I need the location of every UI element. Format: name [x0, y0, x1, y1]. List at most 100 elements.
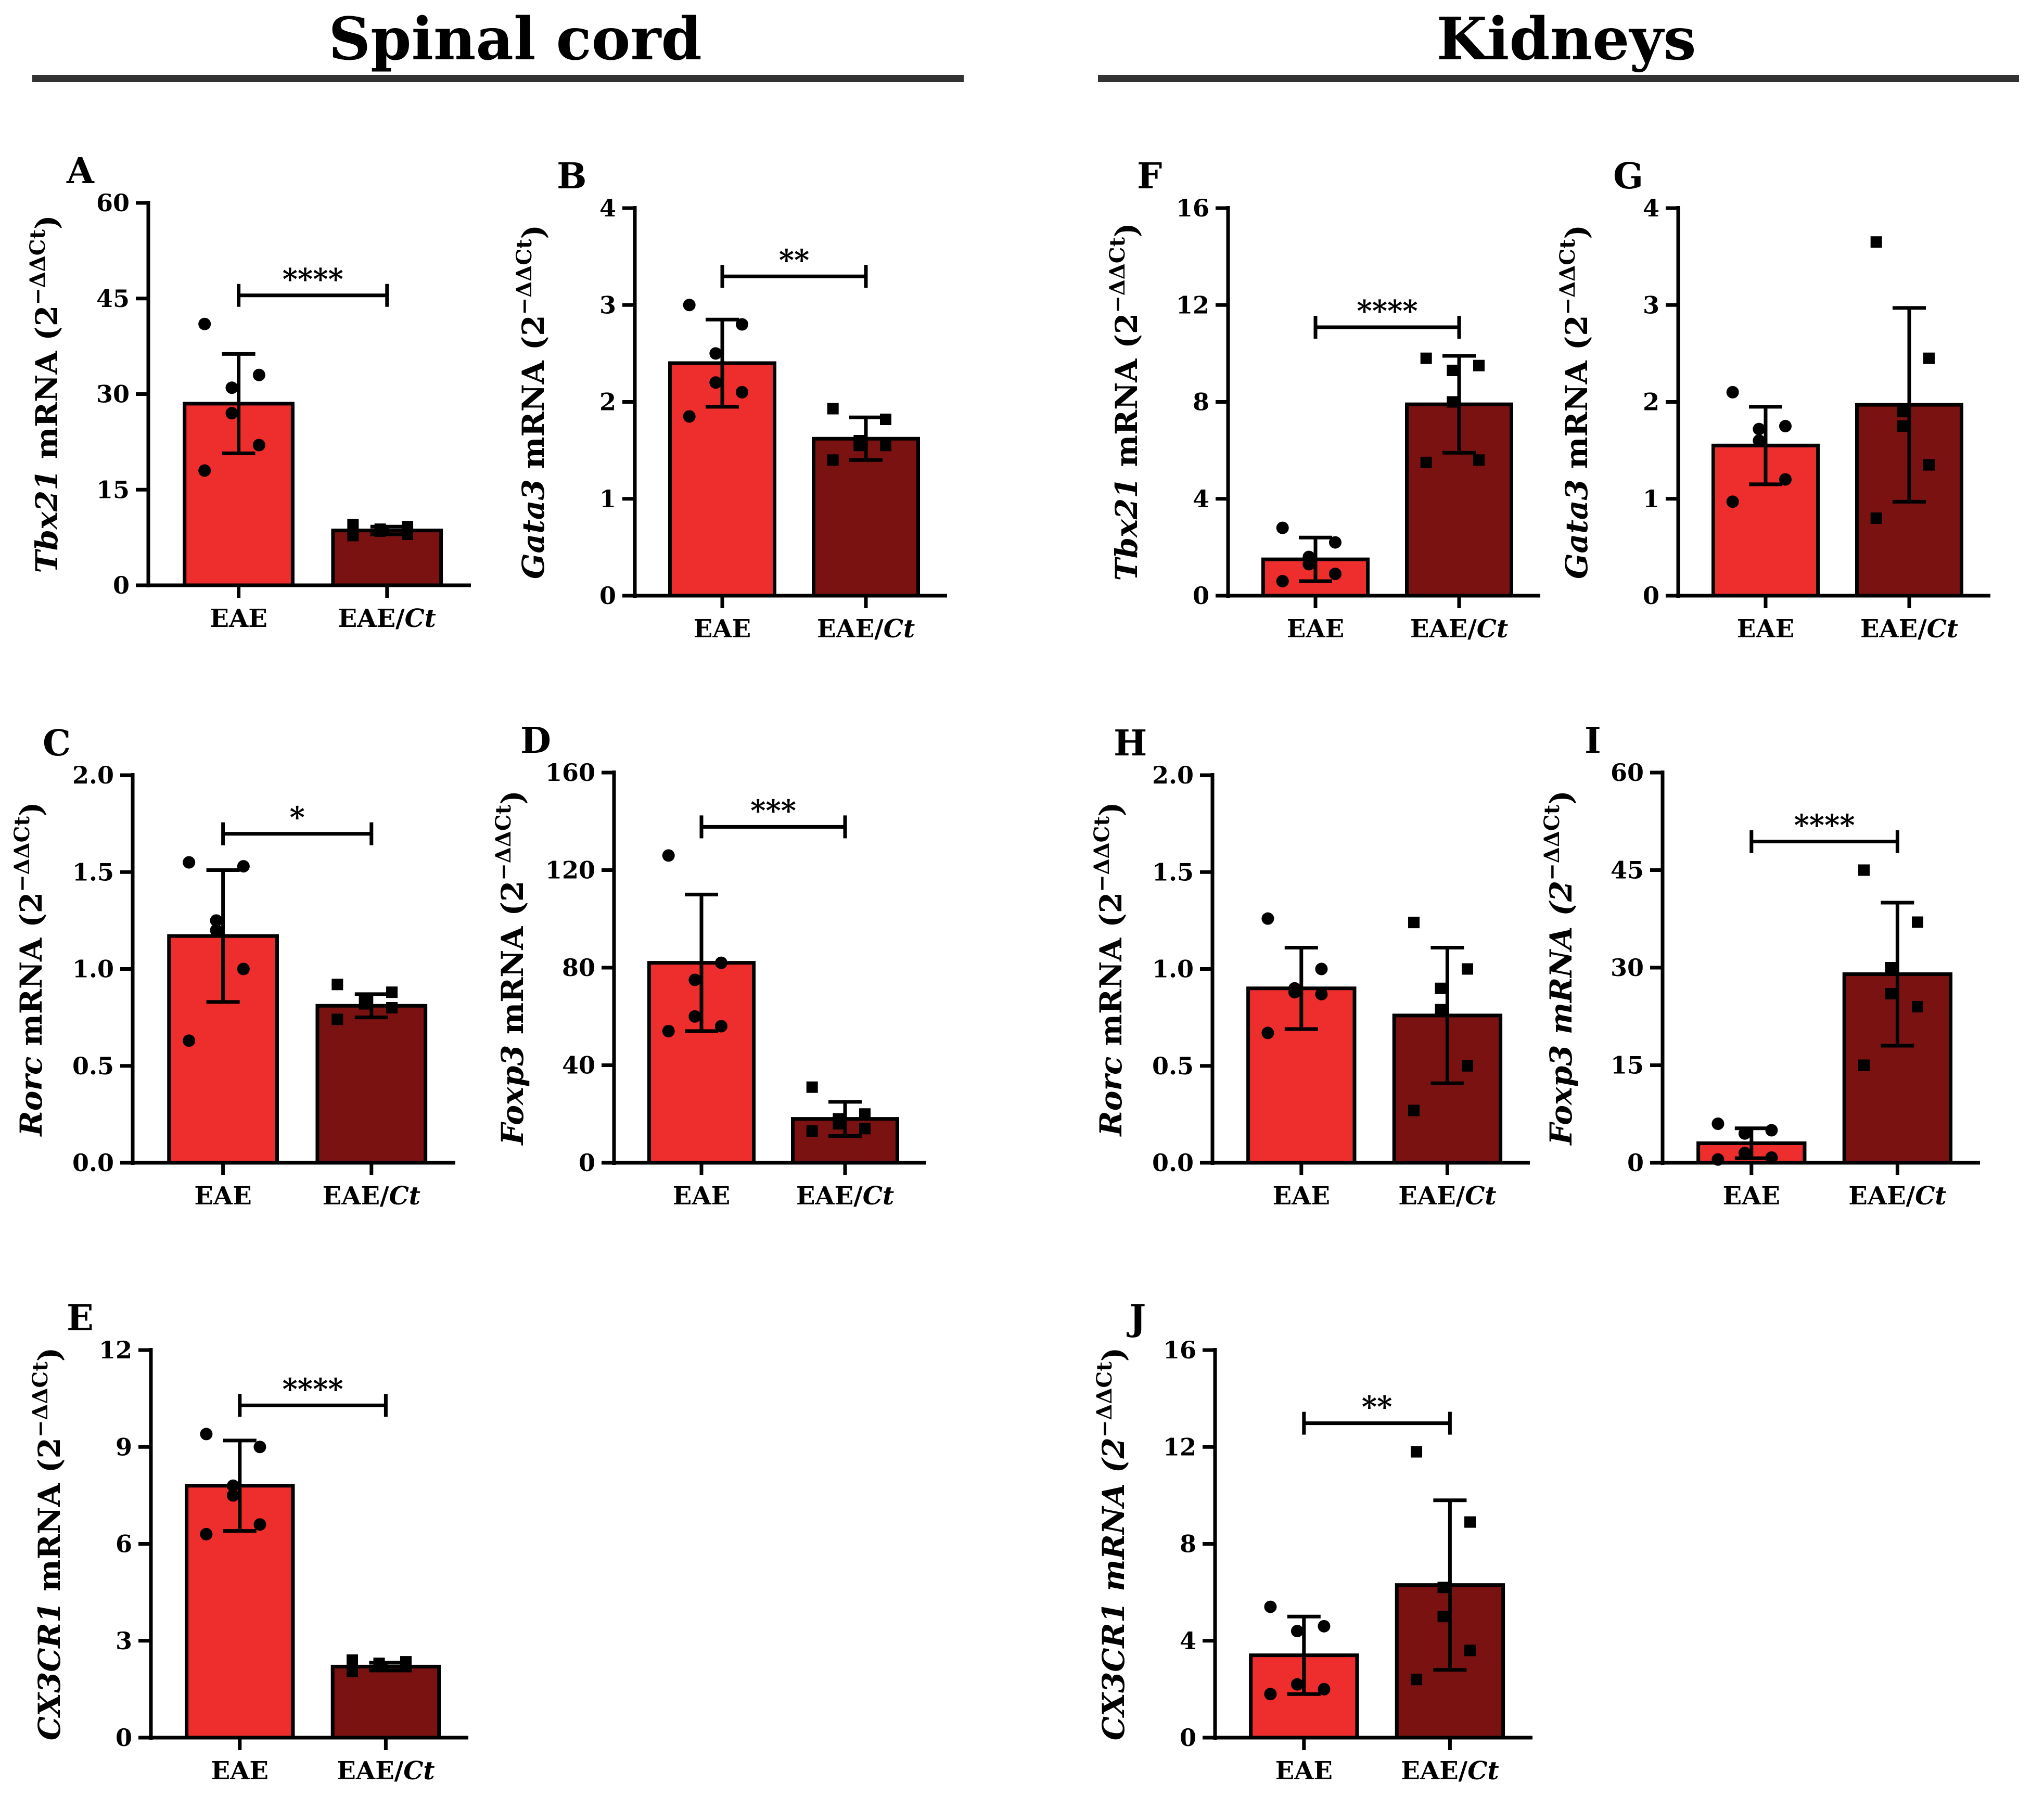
y-axis-label: Rorc mRNA (2−ΔΔCt)	[1090, 802, 1129, 1137]
panel-i: I 0 15 30 45 60 EAE EAE/Ct Foxp3 mRNA (2−ΔΔCt) **…	[1540, 720, 1980, 1211]
data-point	[331, 979, 343, 991]
y-tick-label: 9	[116, 1433, 132, 1461]
y-tick-label: 16	[1176, 194, 1209, 222]
y-axis-label: Rorc mRNA (2−ΔΔCt)	[10, 802, 49, 1137]
y-tick-label: 1	[1643, 485, 1659, 513]
data-point	[1753, 422, 1766, 435]
category-label: EAE	[1723, 1181, 1780, 1211]
panel-letter: J	[1127, 1298, 1146, 1339]
data-point	[400, 1661, 412, 1673]
y-tick-label: 120	[545, 856, 595, 884]
category-label: EAE/Ct	[1860, 614, 1958, 644]
data-point	[833, 1118, 845, 1129]
data-point	[200, 1428, 213, 1441]
data-point	[1420, 456, 1432, 468]
y-tick-label: 1	[599, 485, 616, 513]
section-rule-kidneys	[1098, 75, 2019, 82]
data-point	[806, 1081, 818, 1093]
y-tick-label: 0.0	[72, 1149, 114, 1177]
y-tick-label: 8	[1193, 388, 1209, 416]
data-point	[253, 1518, 266, 1531]
category-label: EAE	[694, 614, 751, 644]
y-tick-label: 2.0	[1152, 761, 1194, 789]
y-tick-label: 30	[96, 380, 130, 408]
panel-letter: B	[557, 156, 586, 197]
data-point	[347, 530, 359, 542]
y-tick-label: 3	[1643, 291, 1659, 319]
y-tick-label: 1.0	[72, 955, 114, 983]
panel-g: G 0 1 2 3 4 EAE EAE/Ct Gata3 mRNA (2−ΔΔCt)	[1555, 156, 1990, 644]
data-point	[1276, 521, 1289, 534]
y-tick-label: 0.0	[1152, 1149, 1194, 1177]
data-point	[252, 439, 265, 452]
y-tick-label: 0	[1180, 1724, 1196, 1752]
data-point	[879, 440, 891, 452]
data-point	[237, 962, 250, 975]
y-axis-label: Gata3 mRNA (2−ΔΔCt)	[512, 225, 551, 579]
significance-label: **	[1362, 1390, 1393, 1424]
data-point	[735, 386, 748, 399]
y-axis-label: CX3CR1 mRNA (2−ΔΔCt)	[1092, 1347, 1131, 1740]
category-label: EAE	[1737, 614, 1794, 644]
y-axis-label: Tbx21 mRNA (2−ΔΔCt)	[1105, 223, 1144, 581]
data-point	[1437, 1582, 1449, 1594]
data-point	[1462, 963, 1474, 975]
data-point	[331, 1013, 343, 1025]
y-axis-label: Foxp3 mRNA (2−ΔΔCt)	[1540, 790, 1579, 1146]
data-point	[1738, 1147, 1751, 1160]
data-point	[225, 407, 238, 420]
data-point	[1870, 236, 1882, 248]
data-point	[1858, 1059, 1870, 1071]
y-tick-label: 45	[96, 285, 130, 313]
panel-letter: I	[1585, 720, 1601, 762]
data-point	[1318, 1682, 1331, 1696]
y-tick-label: 2	[599, 388, 616, 416]
panel-letter: H	[1114, 723, 1147, 764]
category-label: EAE	[1275, 1756, 1333, 1786]
data-point	[1315, 962, 1328, 975]
y-tick-label: 0.5	[1152, 1052, 1194, 1080]
data-point	[1726, 386, 1739, 399]
data-point	[347, 1654, 359, 1666]
data-point	[198, 317, 211, 330]
panel-j: J 0 4 8 12 16 EAE EAE/Ct CX3CR1 mRNA (2−ΔΔCt) **	[1092, 1298, 1532, 1786]
data-point	[1291, 1625, 1304, 1638]
y-axis-label: Tbx21 mRNA (2−ΔΔCt)	[25, 215, 65, 573]
data-point	[859, 1108, 871, 1120]
significance-label: ***	[750, 793, 796, 828]
data-point	[1302, 558, 1315, 571]
y-tick-label: 8	[1180, 1530, 1196, 1558]
data-point	[1288, 986, 1301, 999]
data-point	[1753, 434, 1766, 447]
data-point	[402, 529, 414, 540]
data-point	[714, 956, 727, 969]
data-point	[1912, 916, 1924, 928]
significance-label: ****	[283, 262, 343, 297]
data-point	[1473, 454, 1485, 466]
category-label: EAE	[194, 1181, 251, 1211]
data-point	[386, 1002, 398, 1013]
category-label: EAE/Ct	[1401, 1756, 1499, 1786]
category-label: EAE/Ct	[1410, 614, 1508, 644]
y-tick-label: 15	[96, 476, 130, 504]
category-label: EAE	[1273, 1181, 1330, 1211]
panel-letter: G	[1613, 156, 1643, 197]
data-point	[1435, 1004, 1447, 1016]
y-tick-label: 6	[116, 1530, 132, 1558]
y-tick-label: 0	[1193, 582, 1209, 610]
data-point	[827, 403, 839, 415]
data-point	[1473, 359, 1485, 371]
data-point	[1870, 512, 1882, 524]
data-point	[1738, 1127, 1751, 1140]
data-point	[1408, 1104, 1420, 1116]
y-tick-label: 60	[1611, 759, 1644, 787]
y-tick-label: 12	[99, 1336, 132, 1364]
data-point	[709, 347, 722, 360]
data-point	[1912, 1001, 1924, 1012]
data-point	[1464, 1645, 1476, 1656]
panel-letter: A	[66, 150, 95, 192]
data-point	[359, 998, 371, 1010]
data-point	[1858, 864, 1870, 876]
y-tick-label: 0	[1627, 1149, 1644, 1177]
data-point	[386, 986, 398, 998]
